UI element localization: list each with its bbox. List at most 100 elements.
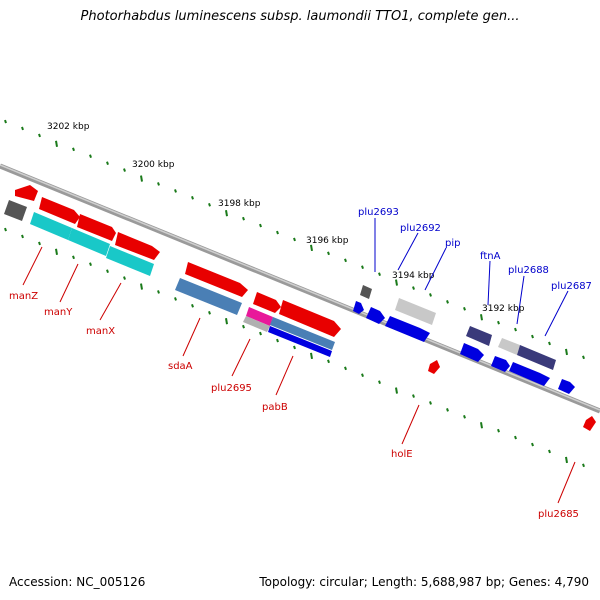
gene-feature-ftnA[interactable] [466,326,492,346]
gene-feature-blue-4[interactable] [491,356,510,372]
gene-feature-plu2692[interactable] [395,298,436,325]
tick-dot [395,279,398,286]
gene-feature-small-gray[interactable] [4,200,27,221]
gene-feature-plu2685[interactable] [583,416,596,431]
gene-feature-sdaA-red[interactable] [185,262,248,297]
gene-label-plu2688[interactable]: plu2688 [508,265,549,276]
tick-dot [89,154,92,159]
tick-dot [344,366,347,371]
gene-feature-blue-gray[interactable] [270,317,335,350]
gene-label-manY[interactable]: manY [44,307,73,318]
tick-dot [174,297,177,301]
gene-label-manX[interactable]: manX [86,326,115,337]
gene-feature-plu2693[interactable] [360,285,372,299]
tick-dot [4,227,7,232]
tick-dot [344,258,347,263]
gene-feature-manZ[interactable] [15,185,38,201]
gene-feature-blue-small[interactable] [353,301,364,314]
tick-dot [55,140,58,148]
tick-dot [191,304,194,308]
gene-label-plu2687[interactable]: plu2687 [551,281,592,292]
gene-label-plu2685[interactable]: plu2685 [538,509,579,520]
gene-label-sdaA[interactable]: sdaA [168,361,193,372]
tick-dot [446,300,449,304]
tick-dot [191,196,194,200]
gene-feature-pabB[interactable] [268,326,332,357]
tick-dot [4,119,7,124]
tick-dot [208,202,211,207]
tick-dot [548,341,551,346]
gene-label-plu2695[interactable]: plu2695 [211,383,252,394]
topology-text: Topology: circular; Length: 5,688,987 bp… [259,575,589,589]
gene-feature-red-4[interactable] [253,292,281,313]
tick-dot [480,314,483,321]
gene-feature-plu2687[interactable] [517,345,556,370]
tick-dot [157,182,160,186]
gene-feature-red-5[interactable] [279,300,341,337]
gene-feature-blue-2[interactable] [366,307,385,324]
gene-feature-pip[interactable] [385,316,430,342]
tick-dot [395,387,398,394]
tick-dot [38,133,41,138]
gene-label-pabB[interactable]: pabB [262,402,288,413]
tick-dot [72,255,75,260]
gene-feature-manX[interactable] [106,246,154,276]
tick-dot [123,276,126,280]
gene-feature-blue-3[interactable] [460,343,484,362]
gene-feature-blue-5[interactable] [509,362,550,386]
tick-dot [361,373,364,378]
gene-label-leaders-forward [22,246,576,504]
gene-label-ftnA[interactable]: ftnA [480,251,501,262]
tick-dot [55,248,58,256]
tick-dot [21,126,24,131]
gene-label-manZ[interactable]: manZ [9,291,38,302]
tick-label-3202: 3202 kbp [47,122,90,132]
accession-text: Accession: NC_005126 [9,575,146,589]
tick-dot [242,216,245,221]
tick-dot [310,244,313,252]
gene-feature-manY-2[interactable] [68,228,110,256]
tick-dot [446,408,449,412]
tick-dot [378,272,381,276]
tick-dot [38,241,41,246]
tick-dot [242,324,245,329]
tick-dot [412,286,415,290]
tick-dot [531,442,534,447]
gene-feature-red-3[interactable] [115,232,160,260]
tick-dot [429,293,432,297]
tick-dot [225,318,228,325]
gene-feature-red-2[interactable] [77,214,116,241]
tick-dot [480,422,483,429]
tick-dot [548,449,551,454]
gene-label-plu2693[interactable]: plu2693 [358,207,399,218]
tick-dot [327,251,330,256]
gene-feature-manY[interactable] [30,212,72,240]
tick-dot [497,320,500,325]
tick-dot [327,359,330,364]
tick-dot [582,463,585,468]
tick-dot [514,435,517,440]
tick-dot [106,161,109,165]
tick-dot [89,262,92,267]
tick-dot [276,338,279,343]
gene-feature-holE[interactable] [428,360,440,374]
gene-feature-plu2688[interactable] [498,338,520,355]
gene-feature-blue-6[interactable] [558,379,575,394]
tick-dot [531,334,534,339]
gene-label-pip[interactable]: pip [445,238,460,249]
tick-dot [565,456,568,464]
tick-label-3194: 3194 kbp [392,271,435,281]
gene-label-holE[interactable]: holE [391,449,413,460]
gene-features-reverse [353,285,575,394]
tick-dot [378,380,381,384]
tick-label-3200: 3200 kbp [132,160,175,170]
tick-dot [106,269,109,273]
gene-feature-sdaA[interactable] [175,278,242,315]
gene-feature-red-1[interactable] [39,197,80,224]
gene-feature-plu2695[interactable] [246,307,273,326]
gene-label-plu2692[interactable]: plu2692 [400,223,441,234]
tick-dot [140,283,143,290]
tick-dot [140,175,143,182]
gene-feature-gray-band[interactable] [243,316,270,332]
